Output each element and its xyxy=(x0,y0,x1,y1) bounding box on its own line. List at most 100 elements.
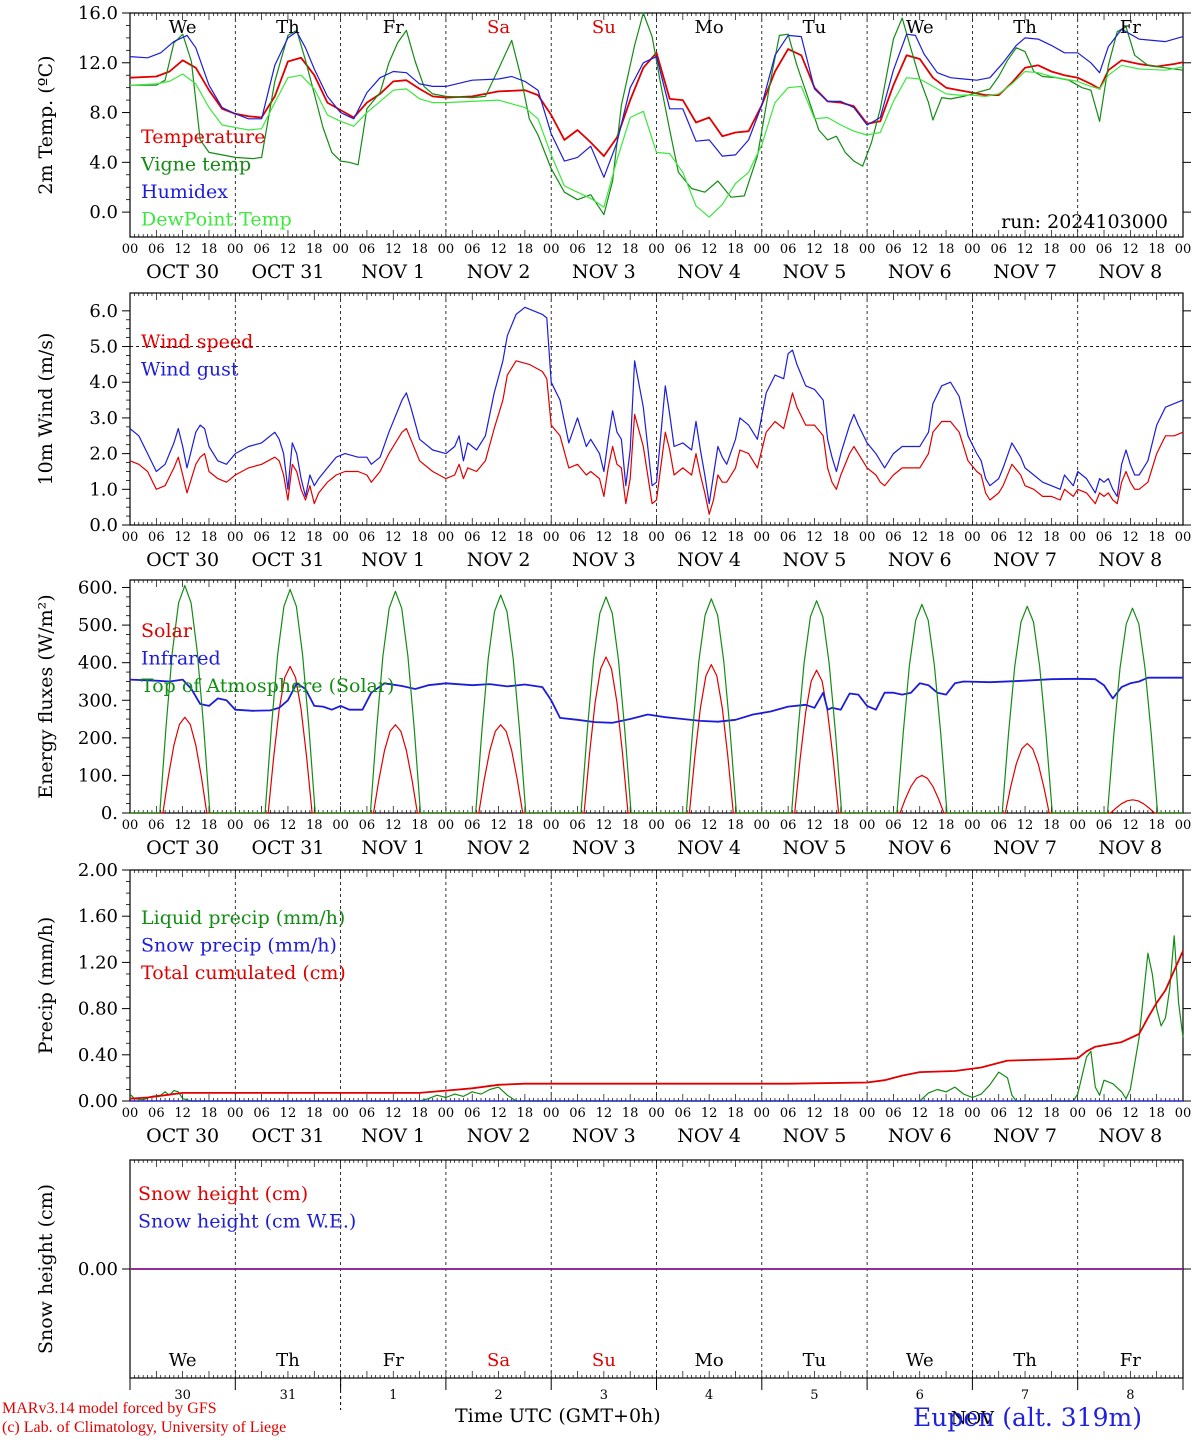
legend-entry: Solar xyxy=(141,620,193,642)
series-line-wind-speed xyxy=(129,360,1184,515)
x-hour-label: 18 xyxy=(411,242,428,257)
x-hour-label: 12 xyxy=(806,1106,823,1121)
x-hour-label: 00 xyxy=(438,530,455,545)
x-hour-label: 06 xyxy=(464,530,481,545)
x-hour-label: 06 xyxy=(253,242,270,257)
x-date-label: NOV 7 xyxy=(993,549,1057,571)
x-hour-label: 06 xyxy=(675,818,692,833)
x-hour-label: 06 xyxy=(780,818,797,833)
y-tick-label: 0.00 xyxy=(78,1259,118,1280)
x-hour-label: 12 xyxy=(490,242,507,257)
x-hour-label: 12 xyxy=(701,242,718,257)
credit-line-lab: (c) Lab. of Climatology, University of L… xyxy=(2,1419,287,1436)
x-date-label: OCT 31 xyxy=(251,1125,324,1147)
legend-entry: Vigne temp xyxy=(140,154,251,176)
x-hour-label: 00 xyxy=(332,1106,349,1121)
series-line-wind-gust xyxy=(129,306,1184,505)
series-line-liquid-precip-mm-h- xyxy=(129,935,1184,1102)
x-hour-label: 12 xyxy=(174,818,191,833)
run-label: run: 2024103000 xyxy=(1001,211,1168,233)
x-hour-label: 12 xyxy=(174,242,191,257)
y-tick-label: 0.40 xyxy=(78,1045,118,1066)
x-hour-label: 18 xyxy=(411,530,428,545)
x-date-label: NOV 8 xyxy=(1098,837,1162,859)
x-hour-label: 12 xyxy=(385,818,402,833)
weekday-label: We xyxy=(906,17,934,38)
y-tick-label: 1.60 xyxy=(78,906,118,927)
x-hour-label: 12 xyxy=(174,1106,191,1121)
x-date-label: NOV 4 xyxy=(677,1125,741,1147)
x-date-label: NOV 7 xyxy=(993,837,1057,859)
series-line-infrared xyxy=(129,676,1183,724)
x-hour-label: 06 xyxy=(148,530,165,545)
x-date-label: NOV 5 xyxy=(783,261,847,283)
x-hour-label: 06 xyxy=(885,530,902,545)
y-tick-label: 2.00 xyxy=(78,860,118,881)
x-hour-label: 18 xyxy=(306,818,323,833)
x-hour-label: 06 xyxy=(253,530,270,545)
day-number-label: 4 xyxy=(705,1388,713,1403)
x-hour-label: 00 xyxy=(227,818,244,833)
weekday-label: Th xyxy=(1013,1350,1037,1371)
x-date-label: OCT 30 xyxy=(146,1125,219,1147)
x-hour-label: 12 xyxy=(280,530,297,545)
x-hour-label: 18 xyxy=(833,530,850,545)
y-tick-label: 0.0 xyxy=(89,515,118,536)
x-hour-label: 12 xyxy=(1017,1106,1034,1121)
x-hour-label: 00 xyxy=(438,1106,455,1121)
x-date-label: NOV 2 xyxy=(467,261,531,283)
x-hour-label: 12 xyxy=(701,530,718,545)
x-date-label: NOV 1 xyxy=(361,1125,425,1147)
x-date-label: NOV 5 xyxy=(783,837,847,859)
x-hour-label: 06 xyxy=(359,1106,376,1121)
x-hour-label: 06 xyxy=(359,818,376,833)
x-hour-label: 12 xyxy=(174,530,191,545)
legend-entry: Total cumulated (cm) xyxy=(141,962,346,984)
day-number-label: 1 xyxy=(389,1388,397,1403)
x-hour-label: 00 xyxy=(754,242,771,257)
x-hour-label: 12 xyxy=(1122,530,1139,545)
x-hour-label: 18 xyxy=(201,242,218,257)
x-hour-label: 18 xyxy=(411,818,428,833)
panel-temperature: 0.0 4.0 8.0 12.0 16.0 2m Temp. (ºC) 00 06 12 18 OC… xyxy=(35,3,1191,283)
x-date-label: OCT 31 xyxy=(251,549,324,571)
x-hour-label: 18 xyxy=(306,1106,323,1121)
legend-entry: DewPoint Temp xyxy=(141,209,292,231)
x-hour-label: 00 xyxy=(438,242,455,257)
x-hour-label: 06 xyxy=(885,818,902,833)
x-date-label: NOV 4 xyxy=(677,261,741,283)
x-hour-label: 06 xyxy=(253,818,270,833)
x-date-label: NOV 7 xyxy=(993,1125,1057,1147)
weekday-label: Sa xyxy=(487,17,510,38)
x-hour-label: 06 xyxy=(675,242,692,257)
series-line-top-of-atmosphere-solar- xyxy=(130,585,1183,814)
x-hour-label: 18 xyxy=(727,1106,744,1121)
x-hour-label: 00 xyxy=(859,530,876,545)
x-hour-label: 00 xyxy=(964,530,981,545)
x-hour-label: 06 xyxy=(148,242,165,257)
x-hour-label: 18 xyxy=(938,1106,955,1121)
x-hour-label: 12 xyxy=(911,818,928,833)
x-hour-label: 00 xyxy=(1175,818,1192,833)
legend-entry: Humidex xyxy=(141,181,228,203)
x-hour-label: 12 xyxy=(490,818,507,833)
x-hour-label: 00 xyxy=(1175,1106,1192,1121)
x-hour-label: 06 xyxy=(569,1106,586,1121)
month-label: NOV xyxy=(951,1408,995,1429)
x-date-label: OCT 31 xyxy=(251,261,324,283)
y-tick-label: 2.0 xyxy=(89,444,118,465)
x-hour-label: 18 xyxy=(727,818,744,833)
x-hour-label: 12 xyxy=(1122,242,1139,257)
x-hour-label: 06 xyxy=(780,242,797,257)
x-hour-label: 12 xyxy=(1017,818,1034,833)
x-hour-label: 18 xyxy=(622,818,639,833)
y-tick-label: 100. xyxy=(78,765,118,786)
x-hour-label: 00 xyxy=(1069,1106,1086,1121)
x-hour-label: 06 xyxy=(1096,530,1113,545)
weekday-label: We xyxy=(169,17,197,38)
legend-entry: Temperature xyxy=(141,126,265,148)
x-hour-label: 12 xyxy=(1017,242,1034,257)
series-line-temperature xyxy=(129,48,1184,157)
x-hour-label: 06 xyxy=(1096,818,1113,833)
